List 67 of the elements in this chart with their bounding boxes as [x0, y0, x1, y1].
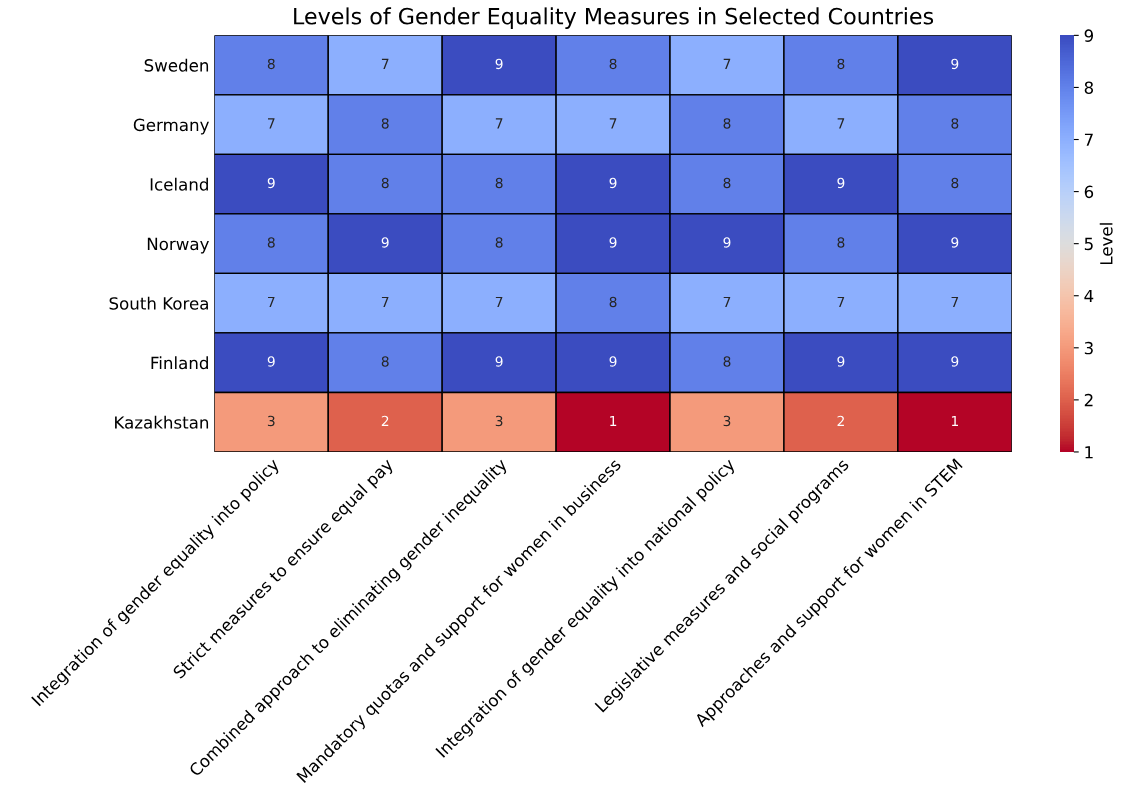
data-label: 9 — [609, 177, 617, 189]
data-label: 2 — [837, 415, 844, 427]
data-label: 9 — [495, 58, 503, 70]
data-label: 7 — [837, 296, 845, 307]
data-label: 8 — [723, 356, 731, 367]
y-tick-label: South Korea — [109, 296, 208, 310]
data-label: 8 — [267, 237, 275, 248]
data-label: 9 — [609, 356, 617, 367]
data-label: 7 — [723, 58, 731, 69]
color-bar-title: Level — [1099, 223, 1113, 265]
data-label: 7 — [268, 118, 275, 129]
data-label: 8 — [495, 177, 503, 189]
data-label: 9 — [951, 356, 959, 367]
data-label: 8 — [723, 177, 731, 189]
y-tick-label: Finland — [151, 356, 208, 370]
data-label: 9 — [951, 58, 959, 70]
data-label: 8 — [381, 177, 389, 189]
data-label: 8 — [723, 118, 731, 129]
color-bar-label: 6 — [1084, 185, 1094, 199]
data-label: 9 — [609, 237, 617, 248]
data-label: 9 — [267, 356, 275, 367]
data-label: 7 — [723, 296, 731, 307]
color-bar-label: 4 — [1084, 289, 1094, 303]
data-label: 8 — [609, 58, 617, 70]
data-label: 8 — [381, 118, 389, 129]
data-label: 8 — [609, 296, 617, 308]
color-bar-label: 1 — [1085, 446, 1093, 459]
data-label: 8 — [837, 58, 845, 70]
data-label: 9 — [837, 356, 845, 367]
data-label: 8 — [951, 177, 959, 189]
data-label: 9 — [381, 237, 389, 248]
y-tick-label: Kazakhstan — [115, 415, 209, 429]
data-label: 1 — [951, 415, 958, 427]
data-label: 8 — [495, 237, 503, 248]
data-label: 7 — [837, 118, 845, 129]
data-label: 9 — [723, 237, 731, 248]
data-label: 7 — [951, 296, 959, 307]
y-tick-label: Sweden — [144, 58, 209, 72]
y-tick-label: Iceland — [150, 177, 208, 191]
data-label: 1 — [610, 415, 617, 427]
data-label: 7 — [609, 118, 617, 129]
data-label: 9 — [837, 177, 845, 189]
data-label: 9 — [495, 356, 503, 367]
color-bar-label: 7 — [1084, 133, 1093, 146]
y-tick-label: Germany — [133, 118, 209, 135]
data-label: 3 — [723, 415, 731, 427]
data-label: 7 — [268, 296, 275, 307]
data-label: 3 — [267, 415, 275, 427]
data-label: 8 — [837, 237, 845, 248]
data-label: 8 — [381, 356, 389, 367]
color-bar-label: 2 — [1084, 393, 1093, 407]
data-label: 9 — [267, 177, 275, 189]
color-bar-label: 9 — [1084, 29, 1094, 42]
data-label: 7 — [381, 296, 389, 307]
data-label: 7 — [495, 118, 503, 129]
chart-title: Levels of Gender Equality Measures in Selected Countries — [294, 7, 934, 29]
data-label: 8 — [951, 118, 959, 129]
y-tick-label: Norway — [147, 237, 209, 254]
data-label: 8 — [267, 58, 275, 70]
color-bar-label: 8 — [1084, 81, 1094, 95]
data-label: 7 — [381, 58, 389, 69]
data-label: 7 — [495, 296, 503, 307]
data-label: 2 — [381, 415, 389, 427]
data-label: 9 — [951, 237, 959, 248]
data-label: 3 — [495, 415, 503, 427]
color-bar-label: 5 — [1084, 237, 1093, 251]
color-bar-label: 3 — [1084, 341, 1093, 355]
